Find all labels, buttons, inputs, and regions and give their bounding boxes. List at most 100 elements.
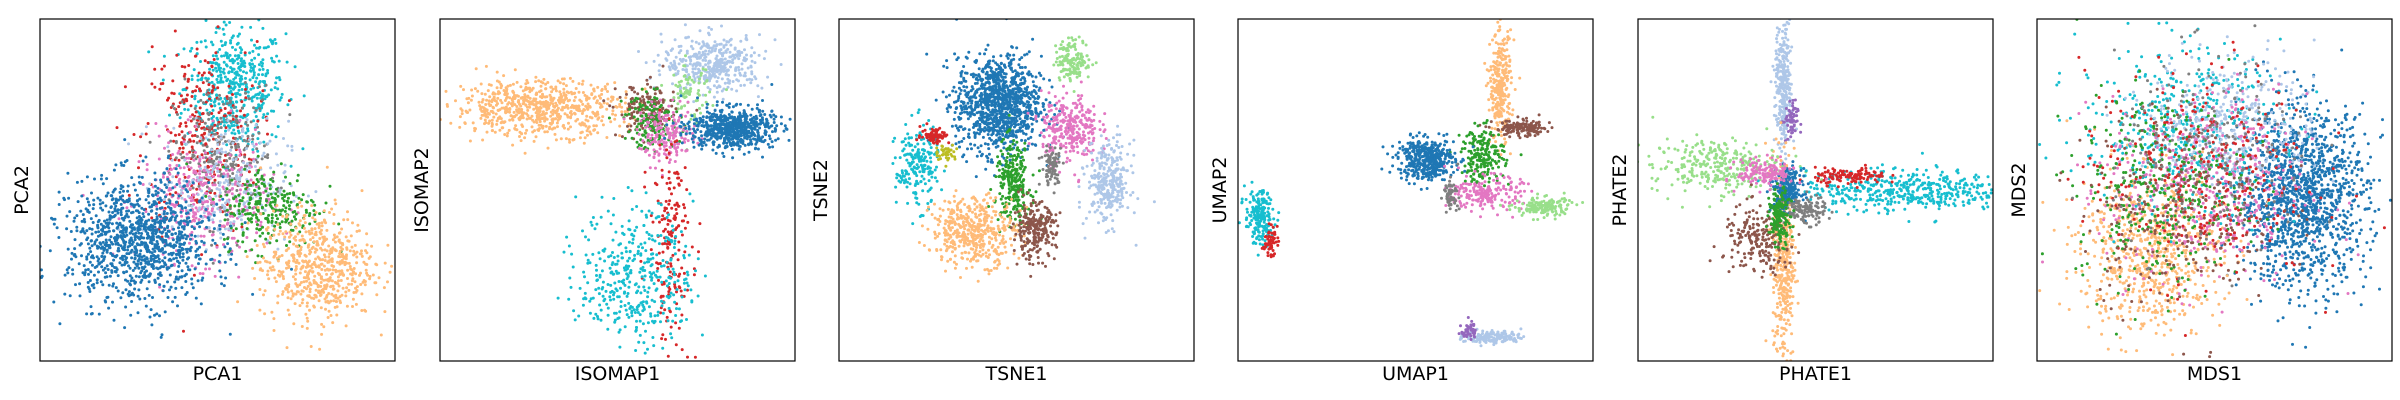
data-point (63, 292, 67, 296)
data-point (528, 105, 532, 109)
data-point (521, 89, 525, 93)
data-point (600, 105, 604, 109)
data-point (206, 77, 210, 81)
data-point (557, 100, 561, 104)
data-point (174, 191, 178, 195)
data-point (284, 220, 288, 224)
data-point (506, 131, 510, 135)
data-point (119, 210, 123, 214)
data-point (119, 213, 123, 217)
data-point (119, 256, 123, 260)
data-point (258, 91, 262, 95)
data-point (153, 184, 157, 188)
data-point (197, 122, 201, 126)
data-point (140, 255, 144, 259)
data-point (534, 118, 538, 122)
data-point (715, 90, 719, 94)
data-point (294, 226, 298, 230)
data-point (552, 104, 556, 108)
data-point (485, 98, 489, 102)
data-point (249, 217, 253, 221)
data-point (258, 107, 262, 111)
data-point (257, 168, 261, 172)
data-point (239, 188, 242, 192)
data-point (709, 50, 713, 54)
data-point (162, 216, 166, 220)
data-point (162, 190, 166, 194)
data-point (645, 78, 649, 82)
data-point (721, 54, 725, 58)
data-point (132, 183, 136, 187)
data-point (229, 229, 233, 232)
data-point (511, 102, 515, 106)
data-point (543, 119, 547, 123)
data-point (227, 128, 231, 132)
data-point (272, 60, 276, 64)
data-point (174, 200, 178, 204)
data-point (223, 218, 227, 222)
data-point (73, 247, 77, 251)
data-point (207, 71, 211, 75)
data-point (208, 67, 212, 71)
data-point (687, 73, 691, 77)
data-point (119, 244, 123, 248)
data-point (255, 178, 259, 181)
data-point (283, 209, 287, 213)
data-point (246, 94, 250, 98)
data-point (92, 286, 96, 290)
data-point (254, 261, 258, 265)
data-point (517, 100, 521, 104)
data-point (96, 223, 100, 227)
data-point (348, 265, 352, 268)
data-point (321, 242, 324, 246)
data-point (206, 216, 210, 220)
data-point (100, 265, 104, 269)
data-point (705, 79, 709, 82)
data-point (82, 217, 86, 221)
data-point (287, 313, 291, 317)
data-point (167, 149, 171, 153)
data-point (152, 260, 156, 264)
data-point (205, 108, 209, 112)
data-point (225, 187, 229, 191)
data-point (219, 126, 223, 130)
data-point (699, 71, 703, 75)
data-point (693, 67, 697, 71)
data-point (323, 259, 327, 262)
data-point (166, 129, 170, 133)
data-point (140, 232, 144, 235)
data-point (251, 62, 254, 66)
data-point (224, 129, 227, 133)
data-point (135, 199, 139, 203)
data-point (152, 267, 155, 270)
data-point (285, 60, 289, 64)
data-point (689, 55, 693, 59)
data-point (236, 62, 240, 65)
data-point (108, 214, 112, 218)
data-point (337, 255, 341, 258)
data-point (658, 63, 662, 67)
data-point (211, 167, 215, 171)
data-point (616, 97, 619, 101)
data-point (324, 307, 327, 311)
data-point (200, 239, 204, 243)
data-point (236, 142, 240, 146)
data-point (215, 151, 219, 155)
data-point (159, 273, 163, 277)
data-point (67, 266, 71, 270)
cluster-c1 (236, 165, 394, 351)
data-point (225, 213, 229, 217)
data-point (569, 90, 573, 94)
data-point (201, 201, 205, 205)
data-point (184, 212, 188, 215)
data-point (350, 268, 354, 272)
data-point (193, 54, 197, 58)
data-point (731, 80, 735, 83)
data-point (204, 208, 208, 211)
data-point (286, 296, 290, 300)
data-point (220, 147, 224, 151)
data-point (320, 221, 324, 225)
data-point (226, 55, 229, 58)
data-point (174, 256, 178, 260)
data-point (186, 108, 190, 112)
